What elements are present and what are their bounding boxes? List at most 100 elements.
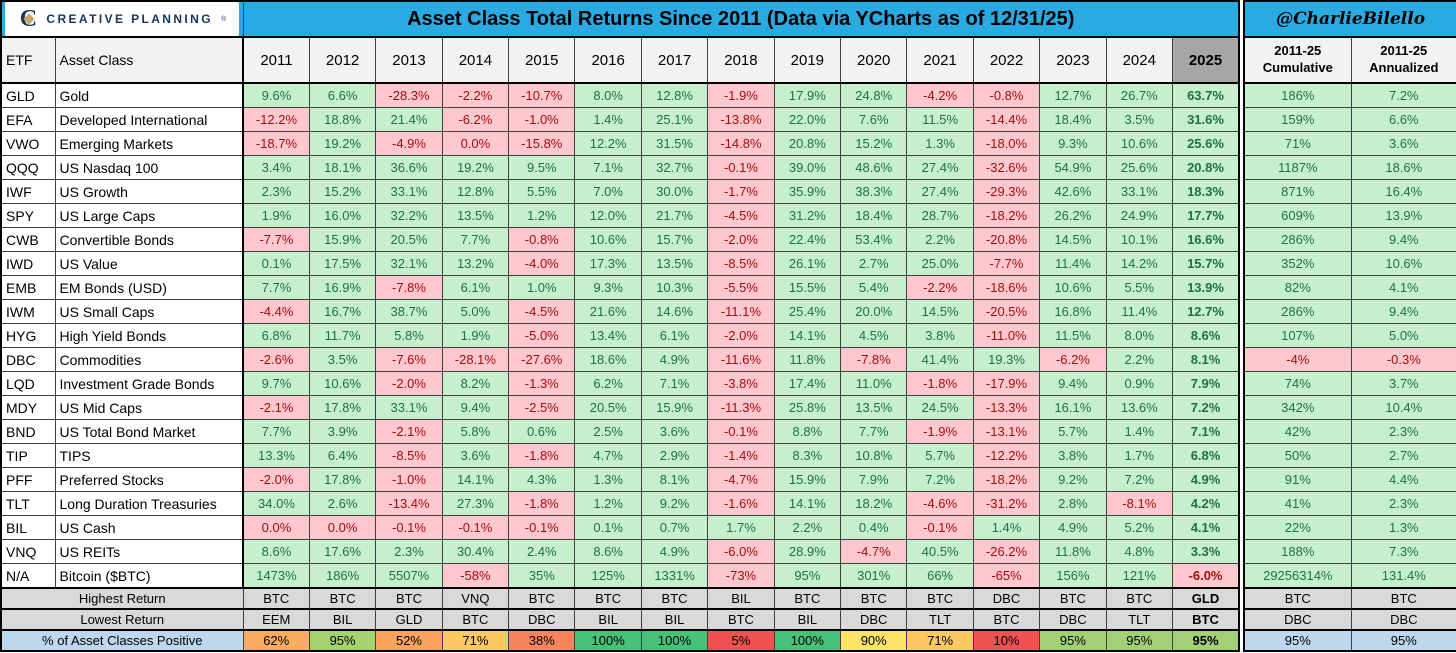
return-cell: 125%: [574, 563, 642, 589]
return-cell: 13.3%: [242, 443, 310, 468]
return-cell: 186%: [308, 563, 377, 589]
return-cell: -2.2%: [906, 275, 974, 300]
return-cell: 5.5%: [1105, 275, 1173, 300]
year-header: 2020: [840, 36, 908, 84]
return-cell: 25.6%: [1171, 131, 1241, 156]
etf-ticker: IWD: [0, 251, 56, 276]
return-cell: 31.6%: [1171, 107, 1241, 132]
return-cell: 2.3%: [375, 539, 443, 564]
return-cell: 20.0%: [840, 299, 908, 324]
return-cell: 20.5%: [574, 395, 642, 420]
return-cell: 9.4%: [1039, 371, 1107, 396]
return-cell: 6.4%: [308, 443, 377, 468]
return-cell: 21.6%: [574, 299, 642, 324]
return-cell: 22.4%: [773, 227, 842, 252]
return-cell: 12.7%: [1039, 82, 1107, 108]
asset-class-name: EM Bonds (USD): [54, 275, 245, 300]
return-cell: 13.5%: [441, 203, 510, 228]
annualized-return-cell: -0.3%: [1350, 347, 1456, 372]
return-cell: 13.4%: [574, 323, 642, 348]
return-cell: 0.1%: [242, 251, 310, 276]
return-cell: 2.2%: [906, 227, 974, 252]
return-cell: 12.7%: [1171, 299, 1241, 324]
return-cell: -4.4%: [242, 299, 310, 324]
asset-class-name: US Mid Caps: [54, 395, 245, 420]
return-cell: 11.7%: [308, 323, 377, 348]
return-cell: 1.0%: [508, 275, 576, 300]
asset-class-name: US Small Caps: [54, 299, 245, 324]
pct-positive-cell: 90%: [840, 629, 908, 652]
annualized-return-cell: 2.3%: [1350, 491, 1456, 516]
gap-column: [1239, 1, 1245, 37]
return-cell: 25.0%: [906, 251, 974, 276]
return-cell: -4.5%: [707, 203, 775, 228]
return-cell: 8.0%: [1105, 323, 1173, 348]
cumulative-return-cell: 107%: [1243, 323, 1352, 348]
cumulative-return-cell: 188%: [1243, 539, 1352, 564]
return-cell: 14.2%: [1105, 251, 1173, 276]
return-cell: 15.9%: [308, 227, 377, 252]
annualized-return-cell: 131.4%: [1350, 563, 1456, 589]
return-cell: 15.5%: [773, 275, 842, 300]
return-cell: -4.0%: [508, 251, 576, 276]
lowest-return-cell: BIL: [574, 608, 642, 631]
return-cell: 11.0%: [840, 371, 908, 396]
return-cell: 9.2%: [640, 491, 709, 516]
lowest-return-cell: BIL: [308, 608, 377, 631]
etf-ticker: HYG: [0, 323, 56, 348]
return-cell: -4.5%: [508, 299, 576, 324]
etf-ticker: DBC: [0, 347, 56, 372]
highest-return-cumulative-cell: BTC: [1243, 587, 1352, 610]
return-cell: 1.4%: [574, 107, 642, 132]
etf-ticker: CWB: [0, 227, 56, 252]
pct-positive-cell: 100%: [773, 629, 842, 652]
cumulative-return-cell: 82%: [1243, 275, 1352, 300]
return-cell: 3.6%: [640, 419, 709, 444]
return-cell: 53.4%: [840, 227, 908, 252]
return-cell: 16.6%: [1171, 227, 1241, 252]
return-cell: 14.5%: [1039, 227, 1107, 252]
return-cell: -0.1%: [508, 515, 576, 540]
return-cell: 0.1%: [574, 515, 642, 540]
return-cell: -0.1%: [707, 419, 775, 444]
return-cell: -11.3%: [707, 395, 775, 420]
return-cell: 0.6%: [508, 419, 576, 444]
return-cell: -0.1%: [906, 515, 974, 540]
return-cell: -18.7%: [242, 131, 310, 156]
etf-ticker: VWO: [0, 131, 56, 156]
return-cell: 6.8%: [242, 323, 310, 348]
return-cell: 18.1%: [308, 155, 377, 180]
asset-class-name: Investment Grade Bonds: [54, 371, 245, 396]
return-cell: 3.5%: [1105, 107, 1173, 132]
return-cell: -12.2%: [972, 443, 1041, 468]
asset-class-name: Preferred Stocks: [54, 467, 245, 492]
pct-positive-cell: 95%: [308, 629, 377, 652]
return-cell: 27.3%: [441, 491, 510, 516]
return-cell: 30.4%: [441, 539, 510, 564]
year-header: 2025: [1171, 36, 1241, 84]
return-cell: -1.0%: [375, 467, 443, 492]
return-cell: 4.3%: [508, 467, 576, 492]
return-cell: 15.9%: [773, 467, 842, 492]
gap-column: [1239, 131, 1245, 156]
year-header: 2014: [441, 36, 510, 84]
return-cell: 12.8%: [640, 82, 709, 108]
return-cell: 14.1%: [441, 467, 510, 492]
asset-class-name: Commodities: [54, 347, 245, 372]
return-cell: 7.7%: [242, 275, 310, 300]
return-cell: 9.3%: [574, 275, 642, 300]
return-cell: 0.7%: [640, 515, 709, 540]
return-cell: 0.4%: [840, 515, 908, 540]
gap-column: [1239, 491, 1245, 516]
lowest-return-cell: BTC: [707, 608, 775, 631]
return-cell: 2.7%: [840, 251, 908, 276]
pct-positive-cell: 95%: [1105, 629, 1173, 652]
cumulative-return-cell: 29256314%: [1243, 563, 1352, 589]
return-cell: -0.8%: [972, 82, 1041, 108]
highest-return-cell: BTC: [640, 587, 709, 610]
return-cell: -10.7%: [508, 82, 576, 108]
asset-class-name: US Growth: [54, 179, 245, 204]
return-cell: -18.2%: [972, 467, 1041, 492]
return-cell: 17.5%: [308, 251, 377, 276]
